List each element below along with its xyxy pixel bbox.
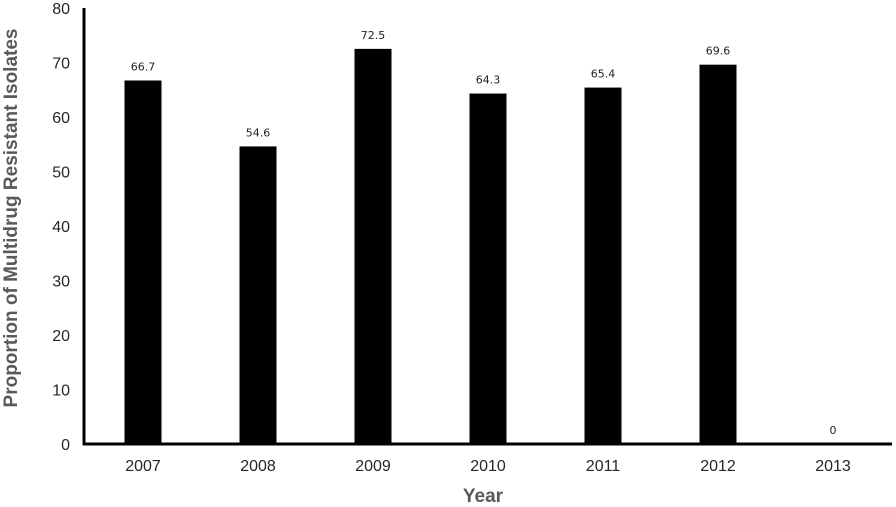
data-label-2010: 64.3 (476, 74, 501, 87)
bars (124, 48, 737, 445)
data-label-2007: 66.7 (131, 60, 156, 73)
x-tick-label: 2009 (355, 458, 391, 475)
y-tick-label: 80 (52, 1, 70, 18)
bar-2012 (699, 64, 737, 445)
y-tick-label: 50 (52, 165, 70, 182)
y-tick-label: 10 (52, 383, 70, 400)
y-tick-label: 20 (52, 328, 70, 345)
y-axis-title: Proportion of Multidrug Resistant Isolat… (1, 29, 22, 408)
bar-2008 (239, 146, 277, 444)
data-label-2012: 69.6 (706, 45, 731, 58)
bar-2010 (469, 93, 507, 444)
x-axis-title: Year (463, 486, 504, 507)
x-tick-label: 2008 (240, 458, 276, 475)
x-axis-ticks: 2007 2008 2009 2010 2011 2012 2013 (125, 458, 851, 475)
x-tick-label: 2012 (700, 458, 736, 475)
y-tick-label: 30 (52, 274, 70, 291)
y-tick-label: 0 (61, 437, 70, 454)
data-label-2009: 72.5 (361, 29, 386, 42)
x-tick-label: 2013 (815, 458, 851, 475)
y-axis-ticks: 0 10 20 30 40 50 60 70 80 (52, 1, 70, 454)
y-tick-label: 70 (52, 56, 70, 73)
data-labels: 66.7 54.6 72.5 64.3 65.4 69.6 0 (131, 29, 837, 437)
bar-2007 (124, 80, 162, 445)
data-label-2011: 65.4 (591, 68, 616, 81)
bar-2011 (584, 87, 622, 444)
bar-2009 (354, 48, 392, 444)
x-tick-label: 2007 (125, 458, 161, 475)
x-tick-label: 2011 (586, 458, 621, 475)
y-tick-label: 60 (52, 110, 70, 127)
data-label-2013: 0 (830, 424, 837, 437)
data-label-2008: 54.6 (246, 126, 271, 139)
x-tick-label: 2010 (470, 458, 506, 475)
y-tick-label: 40 (52, 219, 70, 236)
